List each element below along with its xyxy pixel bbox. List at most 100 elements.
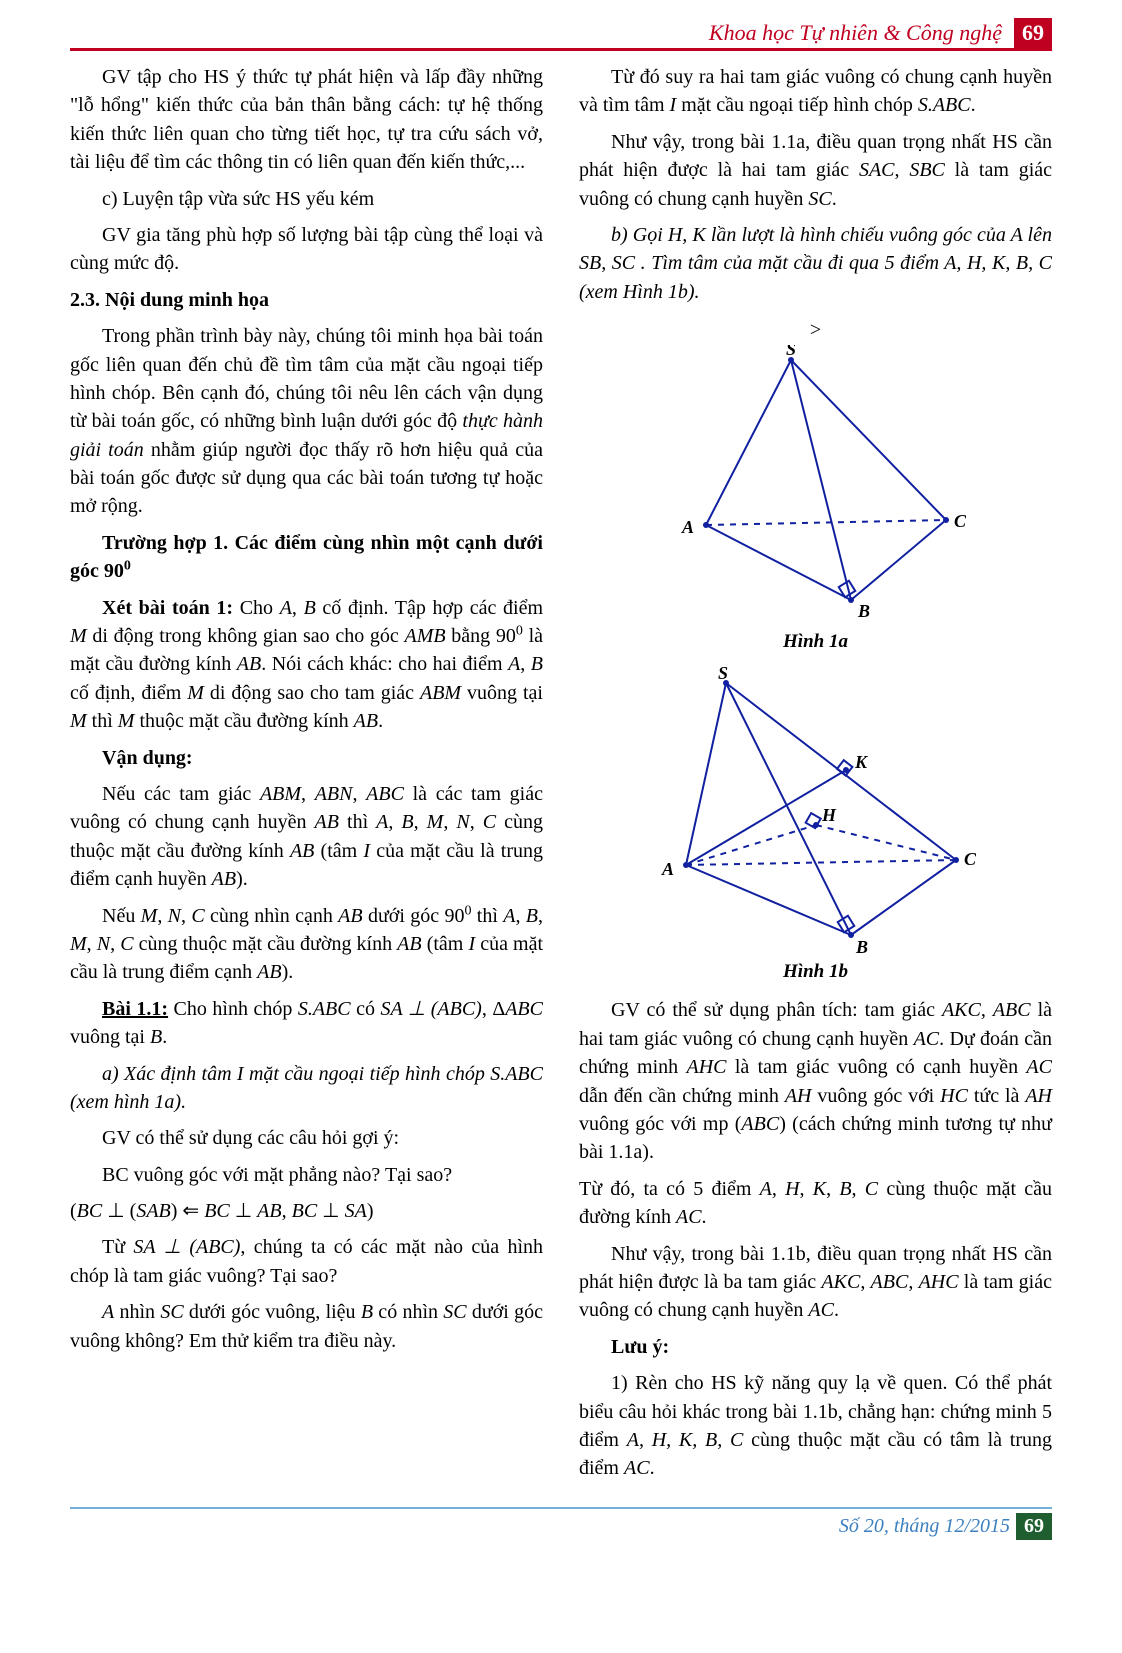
text: vuông góc với (812, 1085, 941, 1107)
text: A (280, 597, 292, 619)
para: Trong phần trình bày này, chúng tôi minh… (70, 322, 543, 521)
text: AB (257, 1200, 281, 1222)
text: cố định, điểm (70, 682, 187, 704)
text: SC (160, 1301, 183, 1323)
text: , (538, 905, 543, 927)
text: SBC (909, 159, 945, 181)
text: AC (914, 1028, 940, 1050)
text: Trường hợp 1. Các điểm cùng nhìn một cạn… (70, 532, 543, 582)
text: B (531, 653, 543, 675)
text: AB (212, 868, 236, 890)
text: AB (257, 961, 281, 983)
text: B (304, 597, 316, 619)
text: , (800, 1178, 813, 1200)
text: SC (443, 1301, 466, 1323)
text: , (860, 1271, 870, 1293)
text: M (118, 710, 135, 732)
text: Nếu các tam giác (102, 783, 260, 805)
text: thì (339, 811, 376, 833)
text: C (865, 1178, 878, 1200)
text: . (162, 1026, 167, 1048)
text: có nhìn (373, 1301, 443, 1323)
text: B (150, 1026, 162, 1048)
text: B (361, 1301, 373, 1323)
exercise-1-1: Bài 1.1: Cho hình chóp S.ABC có SA ⊥ (AB… (70, 995, 543, 1052)
text: , (895, 159, 910, 181)
text: A (503, 905, 515, 927)
text: ABC (993, 999, 1031, 1021)
vertex-label-a: A (660, 859, 673, 879)
figure-1a: > S A B C (579, 316, 1052, 624)
text: K (813, 1178, 826, 1200)
text: M (141, 905, 158, 927)
text: ABC (741, 1113, 779, 1135)
text: , (908, 1271, 918, 1293)
text: C (120, 933, 133, 955)
vertex-label-k: K (854, 752, 869, 772)
text: bằng 90 (446, 625, 516, 647)
text: thuộc mặt cầu đường kính (134, 710, 353, 732)
text: Bài 1.1: (102, 998, 168, 1020)
para: GV tập cho HS ý thức tự phát hiện và lấp… (70, 63, 543, 177)
text: nhìn (114, 1301, 160, 1323)
text: HC (940, 1085, 968, 1107)
text: ABC (366, 783, 404, 805)
vertex-label-s: S (785, 345, 795, 359)
text: , (826, 1178, 839, 1200)
footer-rule: Số 20, tháng 12/2015 69 (70, 1507, 1052, 1509)
text: , (181, 905, 191, 927)
text: AC (1026, 1056, 1052, 1078)
vertex-label-b: B (855, 937, 868, 955)
text: M (427, 811, 444, 833)
text: A (376, 811, 388, 833)
text: AH (785, 1085, 812, 1107)
header-category: Khoa học Tự nhiên & Công nghệ (709, 20, 1008, 46)
text: , (414, 811, 427, 833)
application-heading: Vận dụng: (70, 744, 543, 772)
text: , (301, 783, 315, 805)
text: GV có thể sử dụng phân tích: tam giác (611, 999, 942, 1021)
para: Như vậy, trong bài 1.1b, điều quan trọng… (579, 1240, 1052, 1325)
text: BC (77, 1200, 103, 1222)
text: vuông tại (461, 682, 543, 704)
text: AH (1025, 1085, 1052, 1107)
text: M (70, 625, 87, 647)
vertex-label-c: C (964, 849, 976, 869)
footer-issue: Số 20, tháng 12/2015 (839, 1515, 1010, 1538)
text: ABM (260, 783, 301, 805)
text: N (168, 905, 181, 927)
text: B (526, 905, 538, 927)
equation: (BC ⊥ (SAB) ⇐ BC ⊥ AB, BC ⊥ SA) (70, 1197, 543, 1225)
case-1-heading: Trường hợp 1. Các điểm cùng nhìn một cạn… (70, 529, 543, 586)
text: I (670, 94, 682, 116)
text: A, H, K, B, C (627, 1429, 744, 1451)
figure-1b-caption: Hình 1b (579, 959, 1052, 986)
text: , (110, 933, 120, 955)
text: . (650, 1457, 655, 1479)
text: , (981, 999, 993, 1021)
text: AB (315, 811, 339, 833)
text: (tâm (422, 933, 469, 955)
text: . (702, 1206, 707, 1228)
text: dẫn đến cần chứng minh (579, 1085, 785, 1107)
text: M (70, 710, 87, 732)
text: AB (237, 653, 261, 675)
text: AKC (942, 999, 981, 1021)
figure-1a-caption: Hình 1a (579, 629, 1052, 656)
text: có (351, 998, 381, 1020)
text: . (834, 1299, 839, 1321)
text: B (839, 1178, 851, 1200)
vertex-label-b: B (857, 601, 870, 621)
text: cùng nhìn cạnh (205, 905, 339, 927)
note-heading: Lưu ý: (579, 1333, 1052, 1361)
para: Từ đó, ta có 5 điểm A, H, K, B, C cùng t… (579, 1175, 1052, 1232)
text: , (87, 933, 97, 955)
text: mặt cầu ngoại tiếp hình chóp (681, 94, 918, 116)
text: ABC (505, 998, 543, 1020)
text: . (832, 188, 837, 210)
text: A (508, 653, 520, 675)
text: BC (204, 1200, 230, 1222)
header-page-number: 69 (1014, 18, 1052, 48)
text: AMB (405, 625, 446, 647)
text: SAB (136, 1200, 170, 1222)
